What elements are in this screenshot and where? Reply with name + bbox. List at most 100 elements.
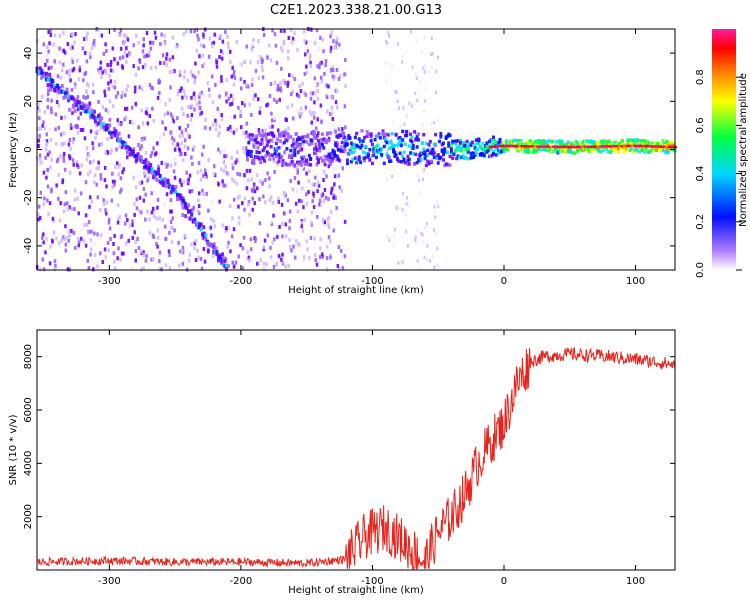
- heatmap-cell: [474, 151, 478, 156]
- heatmap-cell: [160, 267, 163, 272]
- heatmap-cell: [151, 86, 154, 91]
- heatmap-cell: [271, 28, 274, 33]
- heatmap-cell: [366, 152, 370, 156]
- heatmap-cell: [407, 162, 411, 166]
- heatmap-cell: [333, 182, 336, 187]
- heatmap-cell: [92, 159, 95, 164]
- heatmap-cell: [89, 247, 93, 252]
- heatmap-cell: [94, 135, 97, 140]
- heatmap-cell: [185, 205, 189, 210]
- heatmap-cell: [40, 160, 43, 165]
- heatmap-cell: [217, 182, 220, 187]
- heatmap-cell: [589, 148, 593, 152]
- heatmap-cell: [76, 163, 79, 168]
- heatmap-cell: [329, 67, 333, 72]
- heatmap-cell: [301, 141, 305, 146]
- heatmap-cell: [268, 125, 272, 130]
- heatmap-cell: [441, 158, 445, 162]
- heatmap-cell: [369, 134, 373, 139]
- heatmap-cell: [124, 33, 127, 38]
- heatmap-cell: [165, 56, 168, 61]
- heatmap-cell: [452, 152, 456, 156]
- heatmap-cell: [198, 225, 202, 230]
- heatmap-cell: [198, 91, 202, 96]
- heatmap-cell: [348, 148, 352, 153]
- heatmap-cell: [662, 141, 666, 145]
- heatmap-cell: [396, 42, 399, 46]
- heatmap-cell: [151, 40, 155, 45]
- heatmap-cell: [88, 101, 91, 106]
- heatmap-cell: [220, 117, 224, 122]
- heatmap-cell: [331, 74, 335, 79]
- heatmap-cell: [64, 190, 68, 195]
- heatmap-cell: [179, 152, 182, 157]
- heatmap-cell: [188, 189, 192, 194]
- heatmap-cell: [81, 101, 85, 106]
- heatmap-cell: [389, 159, 393, 163]
- heatmap-cell: [49, 244, 52, 249]
- heatmap-cell: [266, 55, 269, 60]
- heatmap-cell: [191, 161, 194, 166]
- heatmap-cell: [588, 145, 593, 148]
- heatmap-cell: [337, 76, 341, 81]
- heatmap-cell: [424, 225, 427, 229]
- heatmap-cell: [488, 145, 493, 149]
- heatmap-cell: [93, 116, 97, 121]
- heatmap-cell: [424, 68, 427, 72]
- heatmap-cell: [102, 198, 105, 203]
- heatmap-cell: [271, 240, 274, 245]
- heatmap-cell: [422, 109, 425, 113]
- heatmap-cell: [205, 174, 208, 179]
- heatmap-cell: [125, 87, 128, 92]
- heatmap-cell: [298, 143, 302, 148]
- heatmap-cell: [213, 250, 217, 255]
- heatmap-cell: [215, 250, 219, 255]
- heatmap-cell: [233, 114, 236, 119]
- snr-xtick-label: 0: [501, 576, 507, 587]
- heatmap-cell: [183, 233, 187, 238]
- heatmap-cell: [245, 186, 249, 191]
- heatmap-cell: [188, 209, 192, 214]
- heatmap-cell: [110, 198, 113, 203]
- heatmap-cell: [321, 37, 324, 42]
- heatmap-cell: [125, 106, 129, 111]
- heatmap-cell: [135, 197, 139, 202]
- heatmap-cell: [506, 147, 510, 151]
- heatmap-cell: [299, 89, 303, 94]
- heatmap-cell: [437, 55, 440, 60]
- heatmap-cell: [109, 151, 113, 156]
- heatmap-cell: [64, 248, 68, 253]
- heatmap-cell: [76, 95, 80, 100]
- heatmap-cell: [386, 149, 389, 153]
- heatmap-cell: [274, 141, 278, 146]
- heatmap-cell: [269, 219, 273, 224]
- heatmap-cell: [213, 32, 216, 37]
- heatmap-cell: [581, 148, 585, 153]
- heatmap-cell: [368, 158, 372, 162]
- heatmap-cell: [163, 181, 167, 186]
- heatmap-cell: [173, 69, 176, 74]
- snr-xtick-label: -300: [98, 576, 121, 587]
- heatmap-cell: [59, 75, 63, 80]
- heatmap-cell: [388, 146, 392, 151]
- heatmap-cell: [238, 172, 242, 177]
- heatmap-cell: [257, 39, 260, 44]
- heatmap-cell: [174, 144, 177, 149]
- heatmap-cell: [281, 252, 284, 257]
- heatmap-cell: [103, 68, 106, 73]
- heatmap-cell: [231, 166, 235, 171]
- heatmap-cell: [145, 254, 148, 259]
- heatmap-cell: [335, 144, 339, 148]
- heatmap-cell: [45, 53, 49, 58]
- heatmap-cell: [47, 49, 50, 54]
- colorbar-gradient: [712, 29, 736, 270]
- heatmap-cell: [300, 111, 303, 116]
- heatmap-cell: [37, 71, 41, 76]
- heatmap-cell: [179, 88, 182, 93]
- heatmap-cell: [249, 154, 253, 159]
- heatmap-cell: [57, 125, 61, 130]
- heatmap-cell: [231, 260, 234, 265]
- heatmap-cell: [568, 147, 572, 151]
- heatmap-cell: [252, 37, 255, 42]
- heatmap-cell: [285, 138, 289, 143]
